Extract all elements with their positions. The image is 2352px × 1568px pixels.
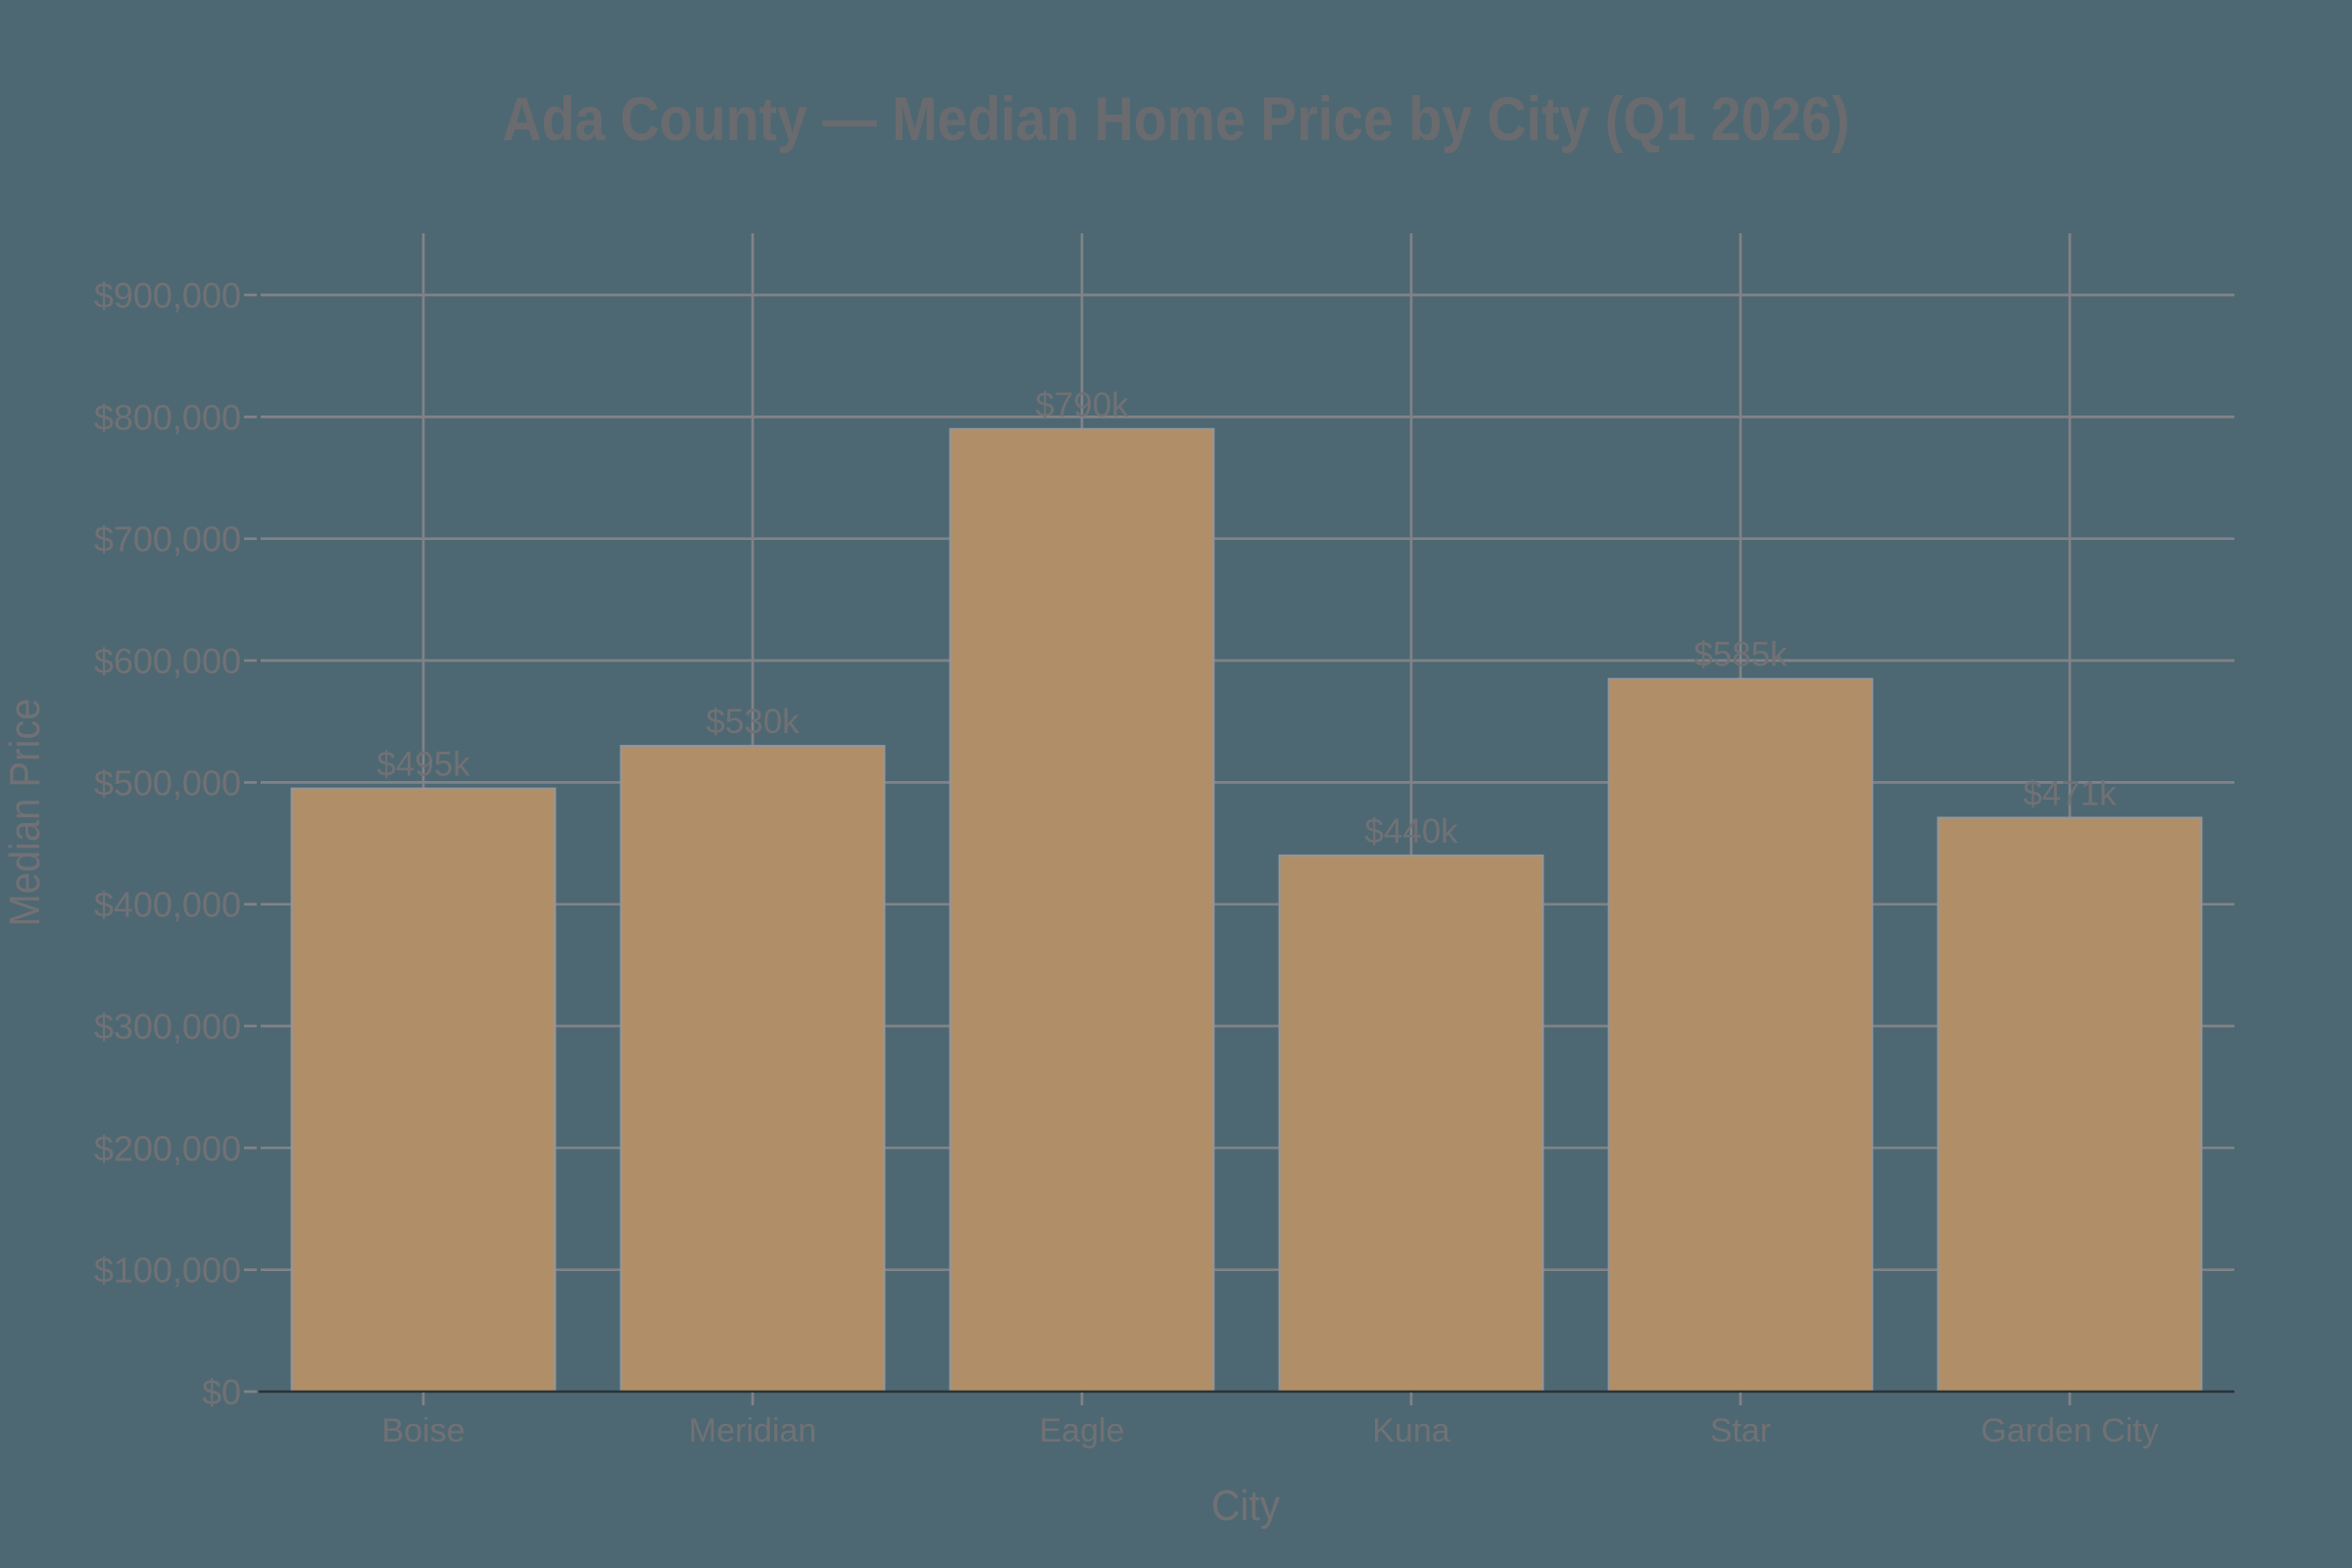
svg-text:$500,000: $500,000 [94, 762, 241, 803]
svg-text:$790k: $790k [1035, 386, 1129, 424]
svg-text:Garden City: Garden City [1981, 1412, 2158, 1449]
svg-text:Star: Star [1710, 1412, 1771, 1449]
svg-text:$600,000: $600,000 [94, 641, 241, 681]
svg-text:Median Price: Median Price [1, 699, 49, 927]
svg-text:$700,000: $700,000 [94, 519, 241, 560]
svg-text:$440k: $440k [1364, 812, 1458, 851]
svg-text:Meridian: Meridian [689, 1412, 816, 1449]
svg-text:Boise: Boise [381, 1412, 465, 1449]
svg-text:$585k: $585k [1693, 636, 1788, 674]
svg-text:Eagle: Eagle [1040, 1412, 1125, 1449]
svg-text:$300,000: $300,000 [94, 1006, 241, 1047]
svg-text:$400,000: $400,000 [94, 885, 241, 925]
svg-text:City: City [1211, 1482, 1280, 1530]
svg-text:Ada County — Median Home Price: Ada County — Median Home Price by City (… [503, 85, 1850, 154]
svg-text:$0: $0 [202, 1372, 241, 1412]
svg-text:$530k: $530k [706, 703, 800, 741]
svg-text:$800,000: $800,000 [94, 397, 241, 437]
svg-text:Kuna: Kuna [1372, 1412, 1449, 1449]
svg-text:$900,000: $900,000 [94, 275, 241, 316]
svg-text:$100,000: $100,000 [94, 1250, 241, 1291]
svg-text:$200,000: $200,000 [94, 1128, 241, 1168]
svg-text:$471k: $471k [2023, 774, 2117, 812]
svg-text:$495k: $495k [376, 746, 470, 784]
